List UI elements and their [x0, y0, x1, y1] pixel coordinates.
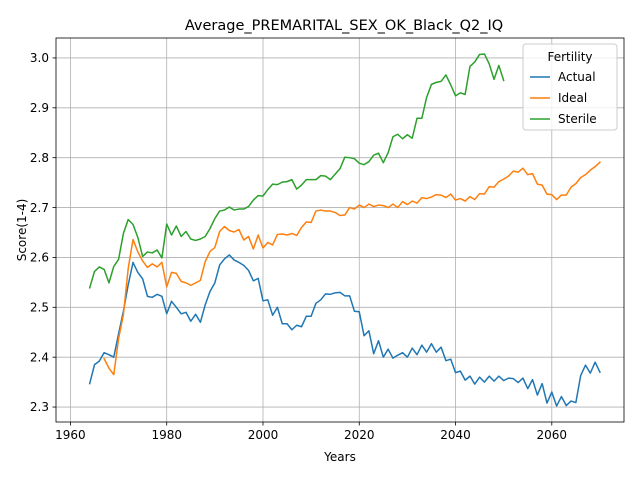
y-axis-label: Score(1-4) — [15, 199, 29, 262]
legend-title: Fertility — [547, 50, 592, 64]
x-tick-label: 2020 — [344, 428, 375, 442]
y-tick-label: 2.6 — [30, 251, 49, 265]
x-tick-label: 1960 — [55, 428, 86, 442]
y-tick-label: 3.0 — [30, 51, 49, 65]
legend-label-ideal: Ideal — [558, 91, 587, 105]
x-tick-label: 2040 — [440, 428, 471, 442]
chart-title: Average_PREMARITAL_SEX_OK_Black_Q2_IQ — [185, 18, 503, 34]
x-tick-label: 1980 — [151, 428, 182, 442]
legend-box — [522, 43, 618, 131]
y-tick-label: 2.3 — [30, 400, 49, 414]
series-line-ideal — [103, 161, 601, 376]
x-axis: 1960 1980 2000 2020 2040 2060 — [55, 422, 567, 442]
plot-frame — [55, 37, 625, 423]
x-tick-label: 2060 — [537, 428, 568, 442]
legend-label-sterile: Sterile — [558, 112, 597, 126]
y-tick-label: 2.9 — [30, 101, 49, 115]
grid — [56, 38, 624, 422]
y-tick-label: 2.8 — [30, 151, 49, 165]
y-axis: 2.3 2.4 2.5 2.6 2.7 2.8 2.9 3.0 — [30, 51, 56, 414]
y-tick-label: 2.4 — [30, 350, 49, 364]
x-axis-label: Years — [323, 450, 356, 464]
series-layer — [88, 53, 601, 407]
legend: Fertility Actual Ideal Sterile — [522, 43, 618, 131]
y-tick-label: 2.5 — [30, 300, 49, 314]
series-line-sterile — [88, 53, 505, 289]
legend-label-actual: Actual — [558, 70, 596, 84]
y-tick-label: 2.7 — [30, 201, 49, 215]
series-line-actual — [88, 254, 601, 407]
x-tick-label: 2000 — [248, 428, 279, 442]
